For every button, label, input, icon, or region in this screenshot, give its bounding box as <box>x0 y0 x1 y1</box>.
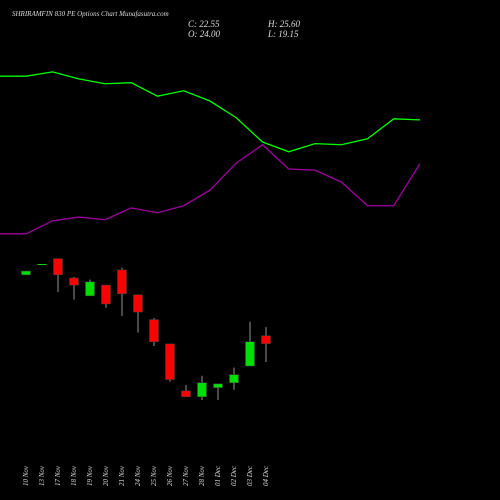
summary-low: L: 19.15 <box>267 29 299 39</box>
x-tick-label: 27 Nov <box>182 465 190 486</box>
x-tick-label: 18 Nov <box>70 465 78 486</box>
indicator-line <box>0 71 421 153</box>
candle-body <box>213 383 223 388</box>
candle-body <box>69 277 79 286</box>
x-tick-label: 13 Nov <box>38 465 46 486</box>
x-tick-label: 25 Nov <box>150 465 158 486</box>
x-tick-label: 28 Nov <box>198 465 206 486</box>
x-tick-label: 04 Dec <box>262 465 270 486</box>
summary-high: H: 25.60 <box>267 19 300 29</box>
x-tick-label: 01 Dec <box>214 465 222 486</box>
candle-body <box>245 341 255 367</box>
candle-body <box>117 269 127 294</box>
x-tick-label: 26 Nov <box>166 465 174 486</box>
candle-body <box>181 390 191 398</box>
candle-body <box>37 264 47 266</box>
candle-body <box>21 270 31 276</box>
x-tick-label: 10 Nov <box>22 465 30 486</box>
x-tick-label: 20 Nov <box>102 465 110 486</box>
candle-body <box>197 382 207 398</box>
summary-open: O: 24.00 <box>188 29 220 39</box>
summary-close: C: 22.55 <box>188 19 220 29</box>
x-tick-label: 21 Nov <box>118 465 126 486</box>
candle-body <box>53 258 63 276</box>
x-tick-label: 02 Dec <box>230 465 238 486</box>
indicator-line <box>0 143 421 235</box>
candle-body <box>261 335 271 344</box>
candle-body <box>133 294 143 313</box>
x-tick-label: 03 Dec <box>246 465 254 486</box>
x-tick-label: 24 Nov <box>134 465 142 486</box>
x-tick-label: 19 Nov <box>86 465 94 486</box>
candle-body <box>229 374 239 384</box>
candle-body <box>149 319 159 342</box>
candle-body <box>101 284 111 305</box>
chart-title: SHRIRAMFIN 830 PE Options Chart Munafasu… <box>12 10 169 18</box>
candle-body <box>85 281 95 297</box>
candle-body <box>165 343 175 380</box>
x-tick-label: 17 Nov <box>54 465 62 486</box>
